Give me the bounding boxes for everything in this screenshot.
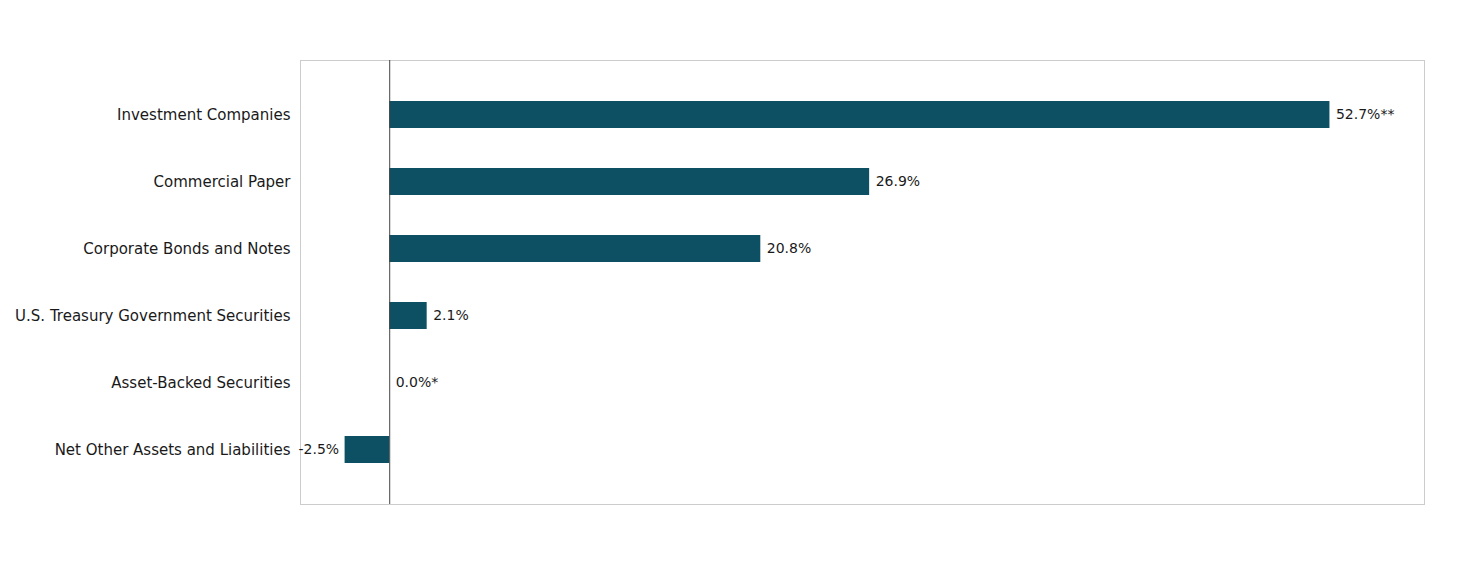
svg-text:2.1%: 2.1% <box>433 307 469 323</box>
svg-text:26.9%: 26.9% <box>876 173 920 189</box>
svg-text:Asset-Backed Securities: Asset-Backed Securities <box>111 374 290 392</box>
svg-text:Corporate Bonds and Notes: Corporate Bonds and Notes <box>83 240 290 258</box>
svg-text:52.7%**: 52.7%** <box>1336 106 1394 122</box>
svg-text:-2.5%: -2.5% <box>298 441 339 457</box>
svg-text:20.8%: 20.8% <box>767 240 811 256</box>
svg-text:Commercial Paper: Commercial Paper <box>154 173 292 191</box>
svg-text:Investment Companies: Investment Companies <box>117 106 291 124</box>
svg-text:U.S. Treasury Government Secur: U.S. Treasury Government Securities <box>15 307 291 325</box>
svg-text:Net Other Assets and Liabiliti: Net Other Assets and Liabilities <box>55 441 291 459</box>
svg-text:0.0%*: 0.0%* <box>396 374 439 390</box>
